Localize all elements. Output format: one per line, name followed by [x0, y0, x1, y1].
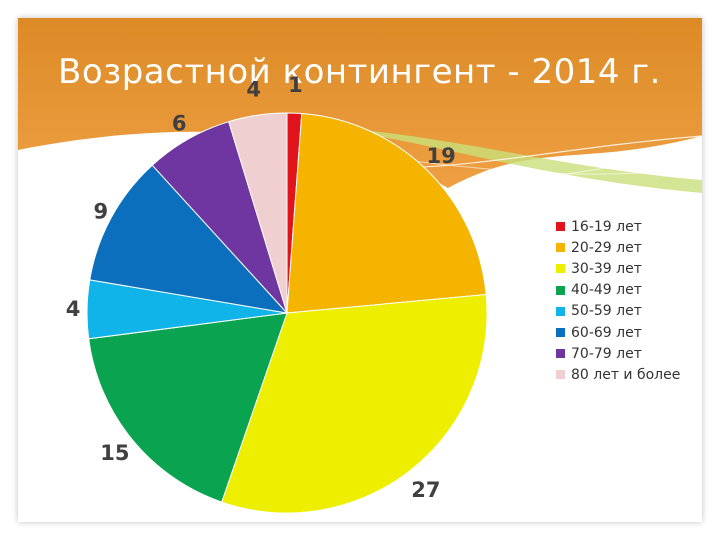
legend-label: 80 лет и более [571, 366, 681, 383]
slice-value-label: 4 [66, 297, 81, 321]
slice-value-label: 6 [172, 112, 187, 136]
pie-slice [88, 312, 288, 503]
legend-label: 70-79 лет [571, 345, 642, 362]
legend-swatch [556, 264, 565, 274]
legend-label: 60-69 лет [571, 324, 642, 341]
slice-value-label: 27 [411, 478, 440, 502]
slice-value-label: 19 [427, 144, 456, 168]
pie-slice [286, 113, 487, 314]
legend-item: 70-79 лет [556, 343, 680, 364]
title-banner [18, 18, 702, 193]
pie-slice [89, 164, 289, 314]
pie-slice [221, 294, 488, 514]
legend-label: 40-49 лет [571, 282, 642, 299]
legend-item: 80 лет и более [556, 364, 680, 385]
slide-title: Возрастной контингент - 2014 г. [58, 52, 661, 92]
legend-swatch [556, 222, 565, 232]
legend-swatch [556, 306, 565, 316]
legend-item: 16-19 лет [556, 216, 680, 237]
legend-label: 20-29 лет [571, 239, 642, 256]
chart-legend: 16-19 лет 20-29 лет 30-39 лет 40-49 лет 50-5… [556, 216, 680, 386]
legend-item: 20-29 лет [556, 237, 680, 258]
legend-label: 16-19 лет [571, 218, 642, 235]
legend-item: 40-49 лет [556, 280, 680, 301]
legend-swatch [556, 328, 565, 338]
legend-label: 50-59 лет [571, 303, 642, 320]
slice-value-label: 4 [246, 77, 261, 101]
legend-item: 30-39 лет [556, 258, 680, 279]
slice-value-label: 1 [288, 73, 303, 97]
slice-value-label: 15 [100, 441, 129, 465]
legend-item: 50-59 лет [556, 301, 680, 322]
legend-label: 30-39 лет [571, 260, 642, 277]
legend-item: 60-69 лет [556, 322, 680, 343]
legend-swatch [556, 370, 565, 380]
legend-swatch [556, 285, 565, 295]
pie-slice [228, 112, 288, 314]
legend-swatch [556, 243, 565, 253]
slice-value-label: 9 [94, 200, 109, 224]
legend-swatch [556, 349, 565, 359]
